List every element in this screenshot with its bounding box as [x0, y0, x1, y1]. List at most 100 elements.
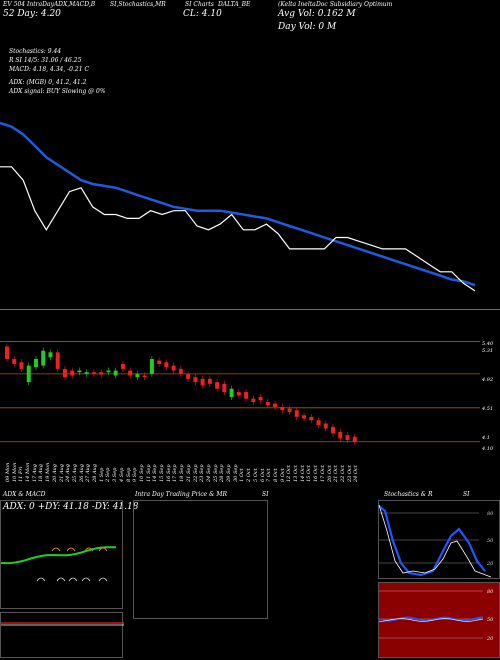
date-tick-label: 14 Sep — [152, 464, 159, 482]
candle — [91, 372, 96, 374]
rsi-level-label: 20 — [486, 636, 494, 642]
date-tick-label: 17 Oct — [319, 465, 326, 482]
header-close: CL: 4.10 — [183, 9, 222, 19]
date-tick-label: 6 Oct — [259, 468, 266, 482]
candle — [193, 377, 198, 383]
candle — [338, 431, 343, 439]
date-tick-label: 10 Sep — [138, 464, 145, 482]
candle — [99, 372, 104, 375]
date-tick-label: 18 Sep — [179, 464, 186, 482]
candle — [164, 362, 169, 368]
candle — [48, 352, 53, 358]
date-tick-label: 1 Oct — [239, 468, 246, 482]
candle — [323, 423, 328, 429]
header-avg-vol: Avg Vol: 0.162 M — [278, 9, 356, 19]
candle — [280, 406, 285, 411]
di-marker — [84, 547, 94, 552]
date-tick-label: 20 Oct — [326, 465, 333, 482]
candle — [316, 420, 321, 426]
candle — [200, 378, 205, 386]
adx-panel-values: ADX: 0 +DY: 41.18 -DY: 41.18 — [3, 502, 139, 512]
candle — [352, 436, 357, 442]
date-tick-label: 22 Oct — [339, 465, 346, 482]
date-tick-label: 21 Oct — [333, 465, 340, 482]
price-ma-line-chart — [0, 121, 476, 292]
date-tick-label: 28 Aug — [92, 464, 99, 482]
separator-line — [0, 309, 500, 310]
macd-panel — [0, 612, 124, 658]
di-marker — [68, 577, 78, 582]
ma-line — [0, 121, 476, 287]
date-tick-label: 27 Aug — [85, 464, 92, 482]
candle — [171, 365, 176, 371]
di-marker — [98, 547, 108, 552]
candle — [207, 378, 212, 384]
adx-panel-title: ADX & MACD — [3, 491, 46, 498]
price-label-bottom: 4.10 — [482, 446, 494, 452]
rsi-level-label: 50 — [487, 617, 494, 623]
date-tick-label: 14 Oct — [299, 465, 306, 482]
candle — [287, 408, 292, 412]
candle — [106, 370, 111, 373]
stoch-panel-title: Stochastics & R — [384, 491, 433, 498]
candle — [128, 370, 133, 376]
date-tick-label: 24 Aug — [65, 464, 72, 482]
candle — [26, 365, 31, 383]
rsi-line — [378, 616, 484, 622]
adx-line-chart — [0, 546, 117, 582]
price-label-top: 5.40 — [482, 341, 494, 347]
stoch-panel-suffix: SI — [463, 491, 470, 498]
date-tick-label: 17 Aug — [31, 464, 38, 482]
stoch-k-line — [378, 505, 486, 577]
date-tick-label: 09 Mon — [5, 462, 11, 482]
candlestick-chart — [0, 341, 480, 445]
date-tick-label: 11 Fri — [18, 466, 25, 482]
stoch-level-label: 50 — [487, 538, 494, 544]
candle — [135, 373, 140, 378]
date-tick-label: 26 Aug — [78, 464, 85, 482]
candle — [251, 398, 256, 402]
price-label: 4.1 — [482, 435, 490, 441]
candle — [309, 416, 314, 421]
date-tick-label: 20 Aug — [51, 464, 58, 482]
adx-signal-readout: ADX signal: BUY Slowing @ 0% — [9, 88, 106, 95]
di-marker — [66, 547, 76, 552]
date-tick-label: 21 Sep — [185, 464, 192, 482]
header-company-suffix: Doc Subsidiary Optimum — [316, 1, 393, 8]
mrsi-line — [378, 618, 484, 622]
date-tick-label: 21 Aug — [58, 464, 65, 482]
date-tick-label: 5 Oct — [252, 468, 259, 482]
date-tick-label: 10 Mon — [11, 462, 18, 482]
stoch-level-label: 80 — [487, 511, 494, 517]
candle — [273, 403, 278, 407]
stoch-panel: 80 50 20 — [378, 500, 500, 579]
candle — [294, 410, 299, 417]
candle — [77, 370, 82, 373]
candle — [345, 435, 350, 441]
candle — [331, 426, 336, 434]
candle — [142, 375, 147, 378]
intraday-panel-suffix: SI — [262, 491, 269, 498]
rsi-readout: R SI 14/5: 31.06 / 46.25 — [9, 57, 82, 64]
stoch-d-line — [378, 504, 492, 578]
candle — [62, 368, 67, 378]
macd-chart — [1, 622, 124, 626]
adx-panel — [0, 500, 123, 609]
date-tick-label: 7 Oct — [266, 468, 273, 482]
date-tick-label: 4 Sep — [118, 467, 125, 482]
candle — [265, 402, 270, 406]
candle — [33, 358, 38, 368]
candle — [19, 362, 24, 369]
candle — [258, 397, 263, 401]
date-tick-label: 29 Sep — [226, 464, 233, 482]
header-site-name: SI Charts — [185, 1, 214, 8]
di-marker — [98, 577, 108, 582]
date-tick-label: 9 Sep — [132, 467, 139, 482]
candle — [55, 352, 60, 369]
adx-readout: ADX: (MGB) 0, 41.2, 41.2 — [9, 79, 87, 86]
date-tick-label: 24 Oct — [353, 465, 360, 482]
date-tick-label: 28 Sep — [219, 464, 226, 482]
date-tick-label: 2 Oct — [246, 468, 253, 482]
candle — [12, 358, 17, 364]
price-label: 4.51 — [482, 406, 494, 412]
